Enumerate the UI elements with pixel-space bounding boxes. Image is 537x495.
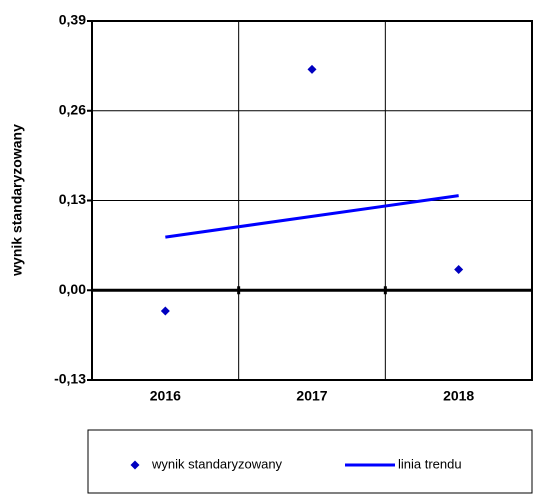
y-tick-label: -0,13 xyxy=(54,371,86,387)
legend-label: linia trendu xyxy=(398,456,462,471)
x-tick-label: 2017 xyxy=(296,388,327,404)
y-tick-label: 0,13 xyxy=(59,191,86,207)
legend-label: wynik standaryzowany xyxy=(151,456,283,471)
point xyxy=(454,265,464,275)
point xyxy=(307,64,317,74)
x-tick-label: 2018 xyxy=(443,388,474,404)
trend-line xyxy=(165,194,459,239)
plot-frame xyxy=(91,20,533,381)
x-tick-label: 2016 xyxy=(150,388,181,404)
legend-marker xyxy=(130,460,140,470)
point xyxy=(160,306,170,316)
legend xyxy=(87,429,533,494)
y-tick-label: 0,00 xyxy=(59,281,86,297)
y-axis-label: wynik standaryzowany xyxy=(9,124,25,277)
y-tick-label: 0,39 xyxy=(59,12,86,28)
y-tick-label: 0,26 xyxy=(59,101,86,117)
